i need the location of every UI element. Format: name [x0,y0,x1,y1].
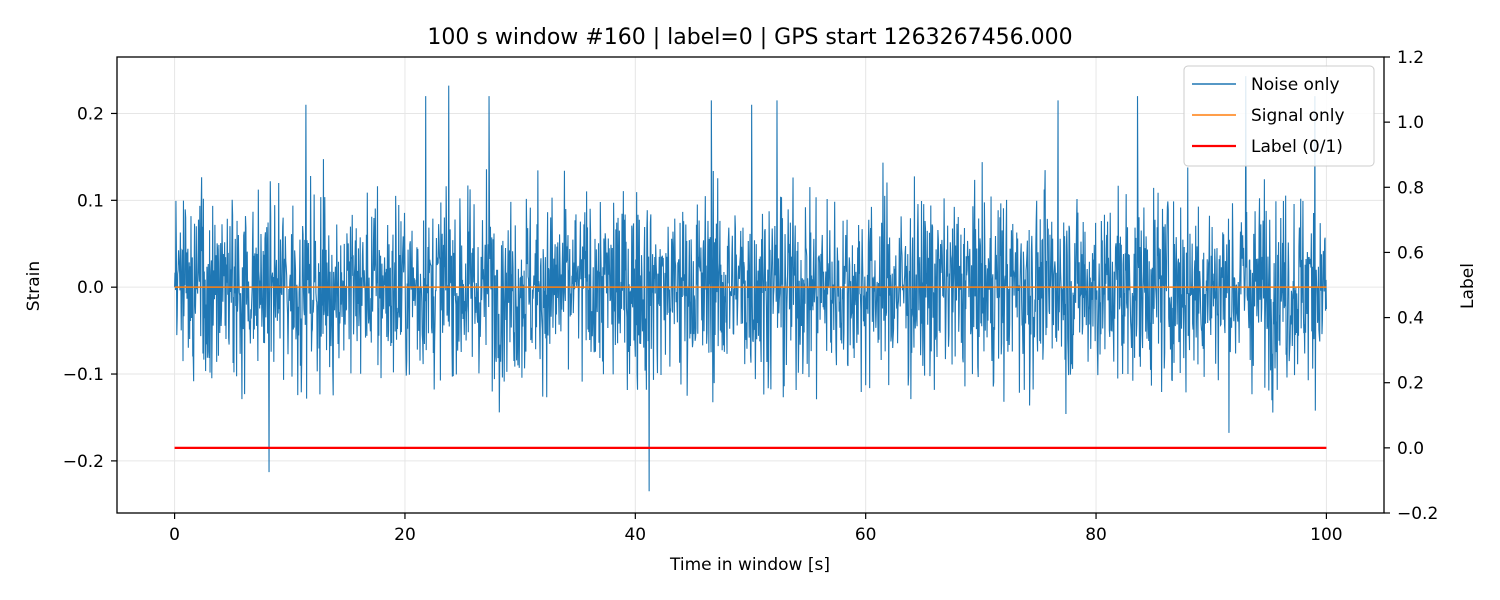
y2-tick-label: 0.4 [1397,309,1424,329]
y2-tick-label: 0.8 [1397,178,1424,198]
plot-frame [116,56,1385,514]
series-lines [174,286,1327,449]
y-tick-label: 0.0 [77,278,104,298]
y2-tick-label: 0.0 [1397,439,1424,459]
legend-label: Label (0/1) [1251,137,1343,157]
y2-tick-label: 1.2 [1397,48,1424,68]
y-tick-label: −0.1 [63,365,104,385]
chart-title: 100 s window #160 | label=0 | GPS start … [427,25,1072,50]
y-axis-label: Strain [24,261,44,311]
x-axis-label: Time in window [s] [669,555,830,575]
x-tick-label: 20 [394,525,416,545]
x-tick-label: 40 [624,525,646,545]
y2-axis-label: Label [1458,263,1478,309]
y2-tick-label: −0.2 [1397,504,1438,524]
y-tick-label: 0.2 [77,104,104,124]
y2-tick-label: 0.6 [1397,243,1424,263]
legend-label: Signal only [1251,106,1345,126]
noise-series [174,76,1327,492]
noise-only-line [174,76,1327,492]
y2-tick-label: 1.0 [1397,113,1424,133]
legend-box [1183,65,1375,167]
y-tick-label: 0.1 [77,191,104,211]
x-tick-label: 80 [1085,525,1107,545]
y-tick-label: −0.2 [63,452,104,472]
x-tick-label: 60 [855,525,877,545]
x-tick-label: 100 [1310,525,1342,545]
x-tick-label: 0 [169,525,180,545]
legend: Noise only Signal only Label (0/1) [1183,65,1375,167]
ticks: 0 20 40 60 80 100 −0.2 −0.1 0.0 0.1 0.2 −0.2 0.0 0.2 0… [63,48,1439,545]
legend-label: Noise only [1251,75,1340,95]
y2-tick-label: 0.2 [1397,374,1424,394]
